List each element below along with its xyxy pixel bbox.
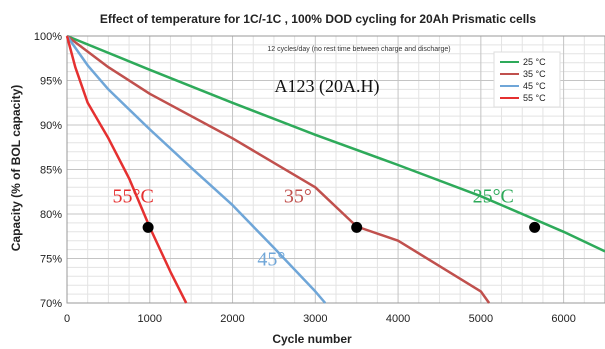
- x-tick-label: 1000: [138, 313, 162, 325]
- series-line: [65, 35, 188, 304]
- cell-label: A123 (20A.H): [275, 76, 380, 97]
- y-tick-label: 100%: [34, 31, 62, 43]
- chart-title: Effect of temperature for 1C/-1C , 100% …: [100, 12, 536, 26]
- y-tick-label: 80%: [40, 209, 62, 221]
- y-tick-label: 90%: [40, 120, 62, 132]
- y-tick-label: 70%: [40, 298, 62, 310]
- series-annotation: 35°: [284, 185, 312, 207]
- y-tick-label: 75%: [40, 254, 62, 266]
- series-annotation: 25°C: [473, 185, 514, 207]
- legend-label: 45 °C: [523, 81, 546, 91]
- x-axis-label: Cycle number: [272, 332, 352, 346]
- plot-frame: [66, 35, 605, 304]
- x-tick-label: 4000: [386, 313, 410, 325]
- x-tick-label: 3000: [303, 313, 327, 325]
- data-point: [142, 221, 154, 233]
- series-line: [66, 34, 605, 253]
- series-annotation: 55°C: [113, 185, 154, 207]
- series-line: [66, 35, 491, 304]
- x-tick-label: 5000: [469, 313, 493, 325]
- legend-label: 35 °C: [523, 69, 546, 79]
- cycles-note: 12 cycles/day (no rest time between char…: [267, 46, 450, 53]
- legend: 25 °C 35 °C 45 °C 55 °C: [493, 51, 561, 108]
- marker-layer: [142, 221, 541, 233]
- y-tick-labels: 70% 75% 80% 85% 90% 95% 100%: [34, 31, 62, 310]
- data-point: [351, 221, 363, 233]
- y-tick-label: 85%: [40, 165, 62, 177]
- y-axis-label: Capacity (% of BOL capacity): [9, 85, 23, 252]
- series-annotation: 45°: [257, 249, 285, 271]
- y-tick-label: 95%: [40, 76, 62, 88]
- x-tick-labels: 0 1000 2000 3000 4000 5000 6000: [64, 313, 576, 325]
- x-tick-label: 2000: [220, 313, 244, 325]
- series-line: [65, 35, 327, 304]
- legend-label: 25 °C: [523, 57, 546, 67]
- data-point: [529, 221, 541, 233]
- legend-label: 55 °C: [523, 93, 546, 103]
- annotation-layer: 25°C 35° 45° 55°C: [113, 185, 514, 270]
- x-tick-label: 0: [64, 313, 70, 325]
- x-tick-label: 6000: [551, 313, 575, 325]
- series-layer: [65, 34, 605, 304]
